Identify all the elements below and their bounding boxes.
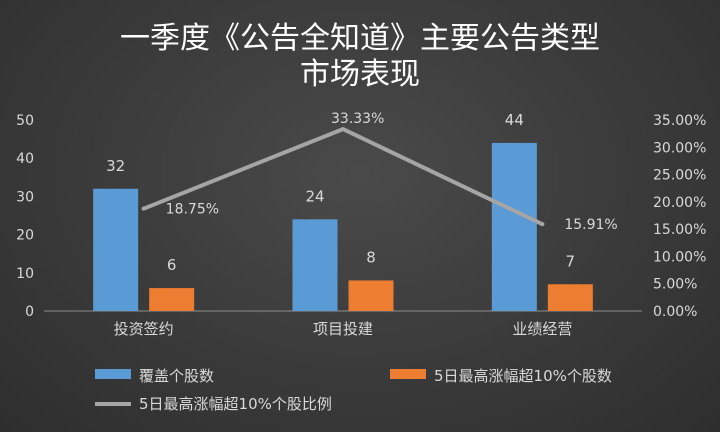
line-value-label: 15.91% xyxy=(564,217,617,233)
bar xyxy=(547,284,593,311)
legend-label: 覆盖个股数 xyxy=(139,367,214,385)
y-left-tick-label: 40 xyxy=(16,151,34,167)
bar xyxy=(292,219,338,311)
y-right-tick-label: 0.00% xyxy=(653,304,697,320)
y-left-tick-label: 20 xyxy=(16,228,34,244)
y-left-tick-label: 0 xyxy=(25,304,34,320)
legend-swatch xyxy=(390,369,426,379)
line-value-label: 18.75% xyxy=(166,202,219,218)
line-value-label: 33.33% xyxy=(331,111,384,127)
x-tick-label: 业绩经营 xyxy=(512,320,572,338)
y-right-tick-label: 30.00% xyxy=(653,140,706,156)
line-point xyxy=(141,206,146,211)
legend-label: 5日最高涨幅超10%个股比例 xyxy=(139,395,332,413)
y-right-tick-label: 20.00% xyxy=(653,195,706,211)
bar-value-label: 32 xyxy=(106,157,125,175)
y-right-tick-label: 10.00% xyxy=(653,249,706,265)
legend-label: 5日最高涨幅超10%个股数 xyxy=(434,367,612,385)
line-point xyxy=(540,222,545,227)
bar xyxy=(491,142,537,311)
bar-value-label: 7 xyxy=(566,252,576,270)
y-left-tick-label: 30 xyxy=(16,189,34,205)
bar xyxy=(149,288,195,311)
chart-subtitle: 市场表现 xyxy=(300,57,420,92)
bar-value-label: 44 xyxy=(505,111,524,129)
chart-title: 一季度《公告全知道》主要公告类型 xyxy=(120,21,600,56)
y-right-tick-label: 15.00% xyxy=(653,222,706,238)
line-point xyxy=(341,127,345,132)
y-right-tick-label: 25.00% xyxy=(653,168,706,184)
y-left-tick-label: 10 xyxy=(16,266,34,282)
x-tick-label: 项目投建 xyxy=(313,320,373,338)
y-left-tick-label: 50 xyxy=(16,113,34,129)
bars xyxy=(93,142,593,311)
y-right-tick-label: 35.00% xyxy=(653,113,706,129)
axes: 0 10 20 30 40 50 0.00% 5.00% 10.00% 15.00% 20.00% 2… xyxy=(16,113,706,338)
line-series xyxy=(141,127,545,227)
bar xyxy=(93,188,139,311)
bar-value-label: 6 xyxy=(167,256,177,274)
bar-value-label: 24 xyxy=(305,187,324,205)
bar-value-label: 8 xyxy=(366,248,376,266)
legend-swatch xyxy=(95,369,131,379)
y-right-tick-label: 5.00% xyxy=(653,277,697,293)
x-tick-label: 投资签约 xyxy=(114,320,174,338)
data-labels: 32 24 44 6 8 7 18.75% 33.33% 15.91% xyxy=(106,111,618,274)
bar xyxy=(348,280,394,311)
legend: 覆盖个股数 5日最高涨幅超10%个股数 5日最高涨幅超10%个股比例 xyxy=(95,367,612,413)
